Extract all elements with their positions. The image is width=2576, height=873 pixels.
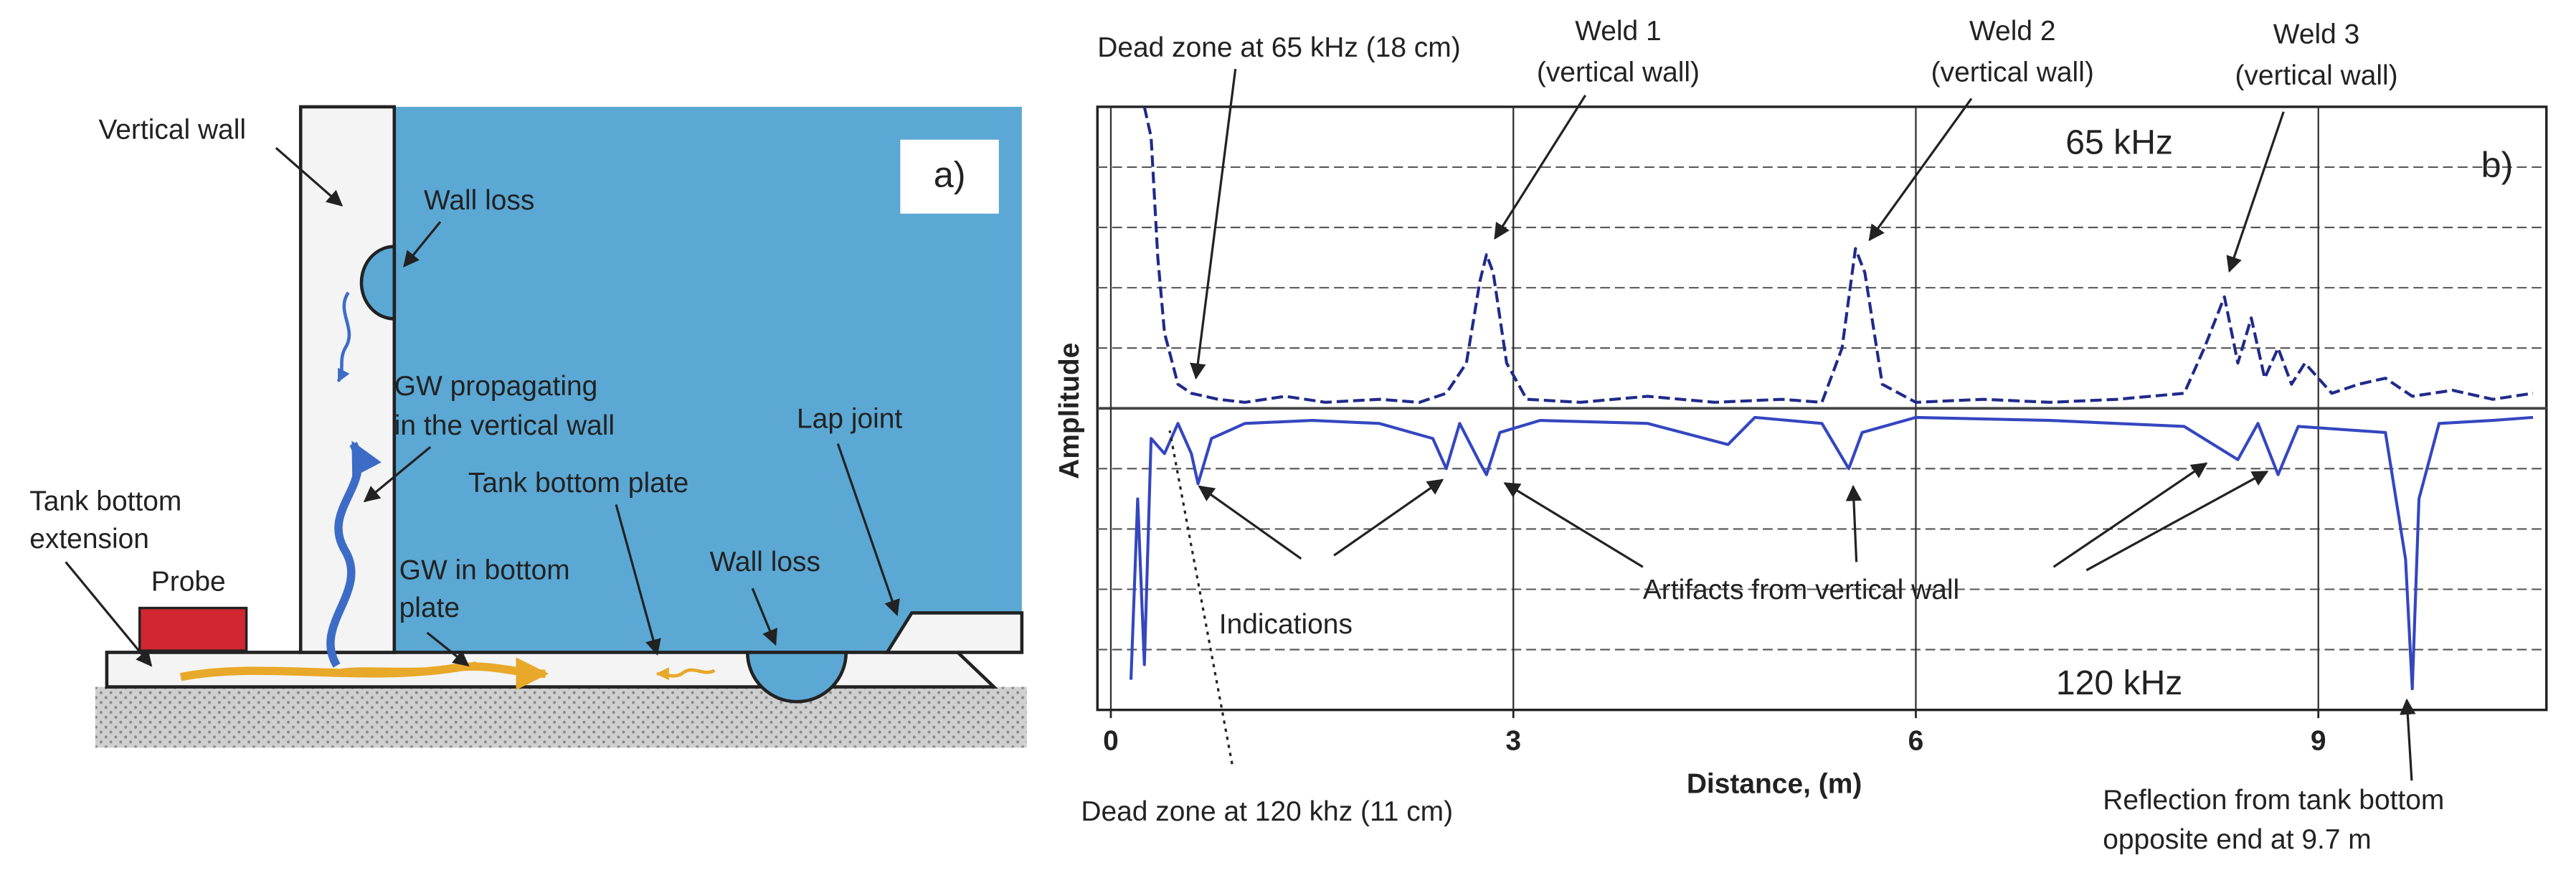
annotation: Dead zone at 65 kHz (18 cm) <box>1097 32 1460 63</box>
annotation: (vertical wall) <box>1931 57 2094 88</box>
annotation: Weld 1 <box>1575 16 1661 47</box>
panel-label: b) <box>2481 144 2514 185</box>
wall-loss-notch <box>359 245 397 321</box>
x-tick-label: 3 <box>1505 726 1521 757</box>
annotation-arrow <box>1503 482 1644 568</box>
annotation-arrow <box>1868 98 1973 242</box>
x-tick-labels: 0 3 6 9 <box>1103 726 2326 757</box>
diagram-label: plate <box>399 593 460 623</box>
annotation: (vertical wall) <box>2235 60 2397 91</box>
diagram-label: Tank bottom plate <box>468 468 688 499</box>
y-axis-label: Amplitude <box>1054 343 1085 479</box>
annotation-arrow <box>2085 471 2269 572</box>
pointer <box>65 561 153 667</box>
diagram: a) Vertical wall Wall loss GW propagatin… <box>29 105 1027 748</box>
gw-wall-arrow <box>336 291 351 383</box>
diagram-label: GW in bottom <box>399 555 570 585</box>
annotation: opposite end at 9.7 m <box>2103 824 2372 855</box>
diagram-label: Wall loss <box>710 547 820 577</box>
diagram-label: in the vertical wall <box>394 410 615 441</box>
series-label: 120 kHz <box>2056 664 2182 702</box>
probe <box>138 606 248 652</box>
annotation: Weld 3 <box>2273 19 2359 50</box>
pointer <box>615 504 661 656</box>
annotation: Weld 2 <box>1969 16 2055 47</box>
annotation-arrow <box>2052 462 2208 568</box>
x-axis-label: Distance, (m) <box>1687 768 1862 799</box>
annotation-arrow <box>1190 69 1237 380</box>
series-label: 65 kHz <box>2065 123 2173 161</box>
diagram-label: Probe <box>151 567 226 598</box>
annotation: (vertical wall) <box>1537 57 1700 88</box>
pointer <box>836 443 900 616</box>
diagram-label: GW propagating <box>394 371 598 402</box>
annotation-arrow <box>1333 478 1444 557</box>
annotation-arrow <box>1845 484 1862 562</box>
diagram-label: Wall loss <box>424 185 534 216</box>
annotation: Artifacts from vertical wall <box>1643 575 1959 605</box>
gw-wall-arrow <box>326 440 382 668</box>
pointer <box>426 631 470 667</box>
gw-arrow <box>655 667 716 681</box>
pointer <box>751 587 777 646</box>
bottom-wall-loss <box>746 651 848 704</box>
pointer <box>275 146 344 207</box>
lap-joint <box>884 611 1024 654</box>
signal-trace <box>1129 415 2534 691</box>
annotation-arrow <box>2226 111 2285 273</box>
pointer <box>363 445 432 503</box>
x-tick-label: 9 <box>2311 726 2326 757</box>
annotation: Dead zone at 120 khz (11 cm) <box>1081 796 1453 827</box>
panel-label-box <box>900 139 999 214</box>
pointer <box>403 221 442 268</box>
signal-trace <box>1142 106 2534 404</box>
grid <box>1097 106 2547 719</box>
x-tick-label: 6 <box>1908 726 1924 757</box>
x-tick-label: 0 <box>1103 726 1119 757</box>
diagram-label: extension <box>29 524 149 555</box>
diagram-label: Lap joint <box>797 404 902 435</box>
ground <box>95 686 1027 748</box>
gw-arrow <box>328 661 478 676</box>
diagram-label: Vertical wall <box>98 115 246 146</box>
annotation-arrow <box>2400 698 2416 781</box>
panel-label: a) <box>934 154 966 195</box>
annotation-arrow <box>1198 485 1302 560</box>
diagram-label: Tank bottom <box>29 486 181 516</box>
chart: 65 kHz 120 kHz b) Distance, (m) Amplitud… <box>1054 16 2548 855</box>
annotation: Reflection from tank bottom <box>2103 785 2444 816</box>
traces <box>1129 106 2534 691</box>
annotation-arrow <box>1494 95 1586 240</box>
annotation: Indications <box>1219 609 1353 640</box>
